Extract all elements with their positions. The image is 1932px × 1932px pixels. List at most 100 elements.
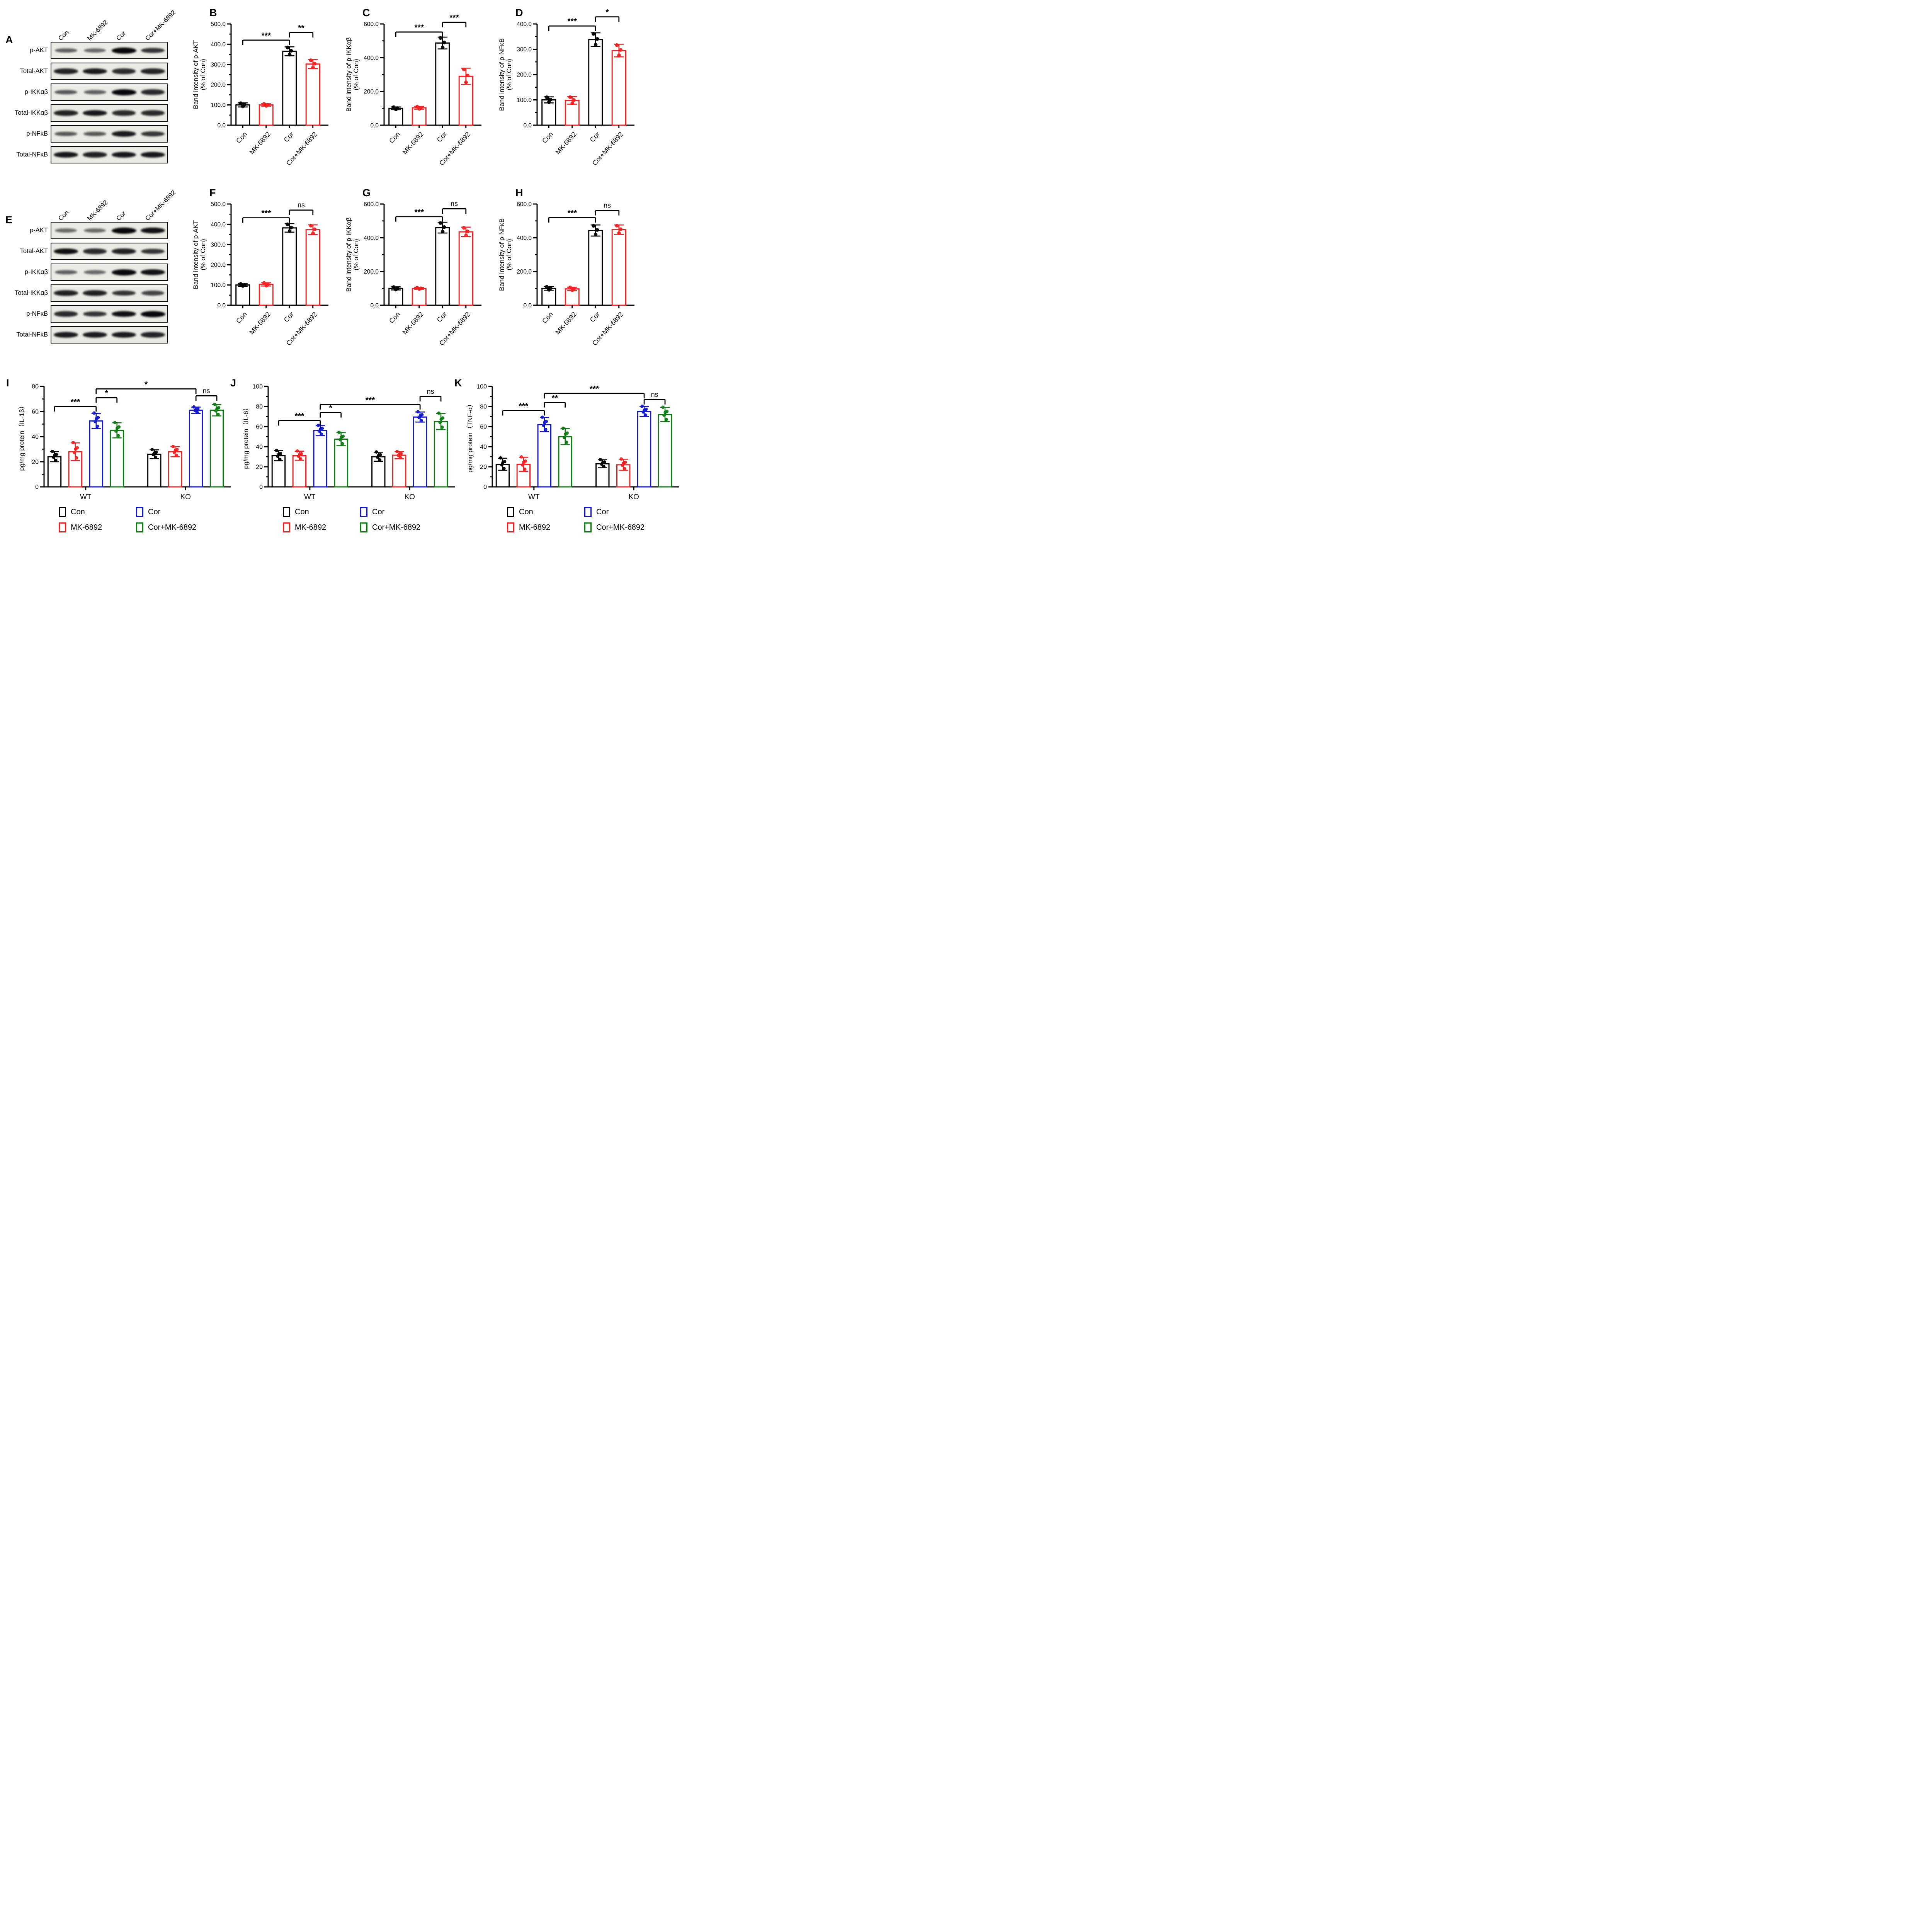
data-point	[570, 288, 574, 292]
data-point	[262, 281, 266, 285]
y-tick-label: 60	[480, 424, 487, 430]
bar	[413, 416, 427, 488]
group-label: KO	[180, 493, 190, 501]
data-point	[275, 449, 278, 452]
blot-image	[51, 264, 168, 281]
sig-label: ns	[604, 202, 611, 209]
y-tick-label: 80	[32, 384, 39, 390]
panel-I: I 0 20 40 60 80 pg/mg protein（IL-1β） WT KO *** * *…	[6, 368, 236, 532]
sig-label: **	[298, 24, 304, 32]
x-category-label: Cor	[282, 310, 295, 323]
legend-swatch	[584, 522, 592, 532]
y-axis-label: pg/mg protein（IL-6）	[242, 404, 250, 469]
data-point	[615, 43, 619, 47]
protein-band	[83, 131, 106, 136]
sig-label: ***	[71, 398, 80, 406]
lane-header: Con	[57, 209, 70, 222]
data-point	[561, 426, 565, 430]
protein-band	[83, 90, 106, 95]
data-point	[337, 430, 341, 434]
group-label: KO	[404, 493, 415, 501]
blot-row: p-NFκB	[5, 125, 179, 143]
blot-image	[51, 42, 168, 59]
protein-band	[112, 290, 136, 296]
data-point	[241, 104, 245, 109]
panel-E: E Con MK-6892 Cor Cor+MK-6892 p-AKT Total-AKT…	[5, 185, 179, 347]
blot-row-label: p-NFκB	[26, 310, 48, 317]
legend-swatch	[360, 507, 367, 517]
data-point	[420, 419, 423, 422]
data-point	[595, 228, 599, 232]
x-category-label: Con	[541, 310, 554, 325]
group-label: KO	[628, 493, 639, 501]
y-tick-label: 200.0	[211, 82, 226, 88]
blot-row-label: p-NFκB	[26, 130, 48, 137]
panel-letter-C: C	[362, 7, 370, 19]
blot-row-label: Total-IKKαβ	[15, 109, 48, 116]
protein-band	[83, 248, 107, 254]
protein-band	[54, 131, 77, 136]
sig-label: *	[329, 404, 333, 413]
data-point	[311, 231, 315, 235]
lane-header: Cor	[115, 29, 127, 42]
data-point	[153, 451, 156, 455]
data-point	[547, 100, 551, 104]
y-tick-label: 200.0	[517, 72, 532, 78]
data-point	[215, 407, 219, 410]
sig-label: ns	[451, 200, 458, 207]
blot-row: p-IKKαβ	[5, 264, 179, 281]
blot-image	[51, 326, 168, 344]
legend-I: Con Cor MK-6892 Cor+MK-6892	[59, 507, 236, 532]
protein-band	[111, 269, 136, 276]
data-point	[570, 101, 574, 105]
data-point	[466, 230, 469, 233]
legend-label: Cor+MK-6892	[372, 523, 421, 532]
data-point	[464, 233, 468, 238]
panel-letter-I: I	[6, 377, 9, 389]
panel-letter-G: G	[362, 187, 371, 199]
data-point	[601, 461, 605, 464]
data-point	[417, 287, 421, 291]
blot-row-label: p-IKKαβ	[24, 88, 48, 95]
protein-band	[112, 110, 136, 116]
legend-swatch	[283, 522, 290, 532]
data-point	[622, 461, 626, 465]
sig-label: ***	[366, 396, 375, 405]
data-point	[53, 453, 56, 457]
x-category-label: MK-6892	[554, 310, 578, 336]
lane-header: MK-6892	[86, 199, 109, 222]
data-point	[594, 233, 598, 237]
data-point	[95, 424, 99, 428]
protein-band	[141, 89, 165, 95]
y-tick-label: 60	[32, 409, 39, 415]
data-point	[640, 405, 644, 408]
protein-band	[112, 131, 136, 137]
data-point	[394, 107, 398, 111]
panel-letter-K: K	[454, 377, 462, 389]
x-category-label: MK-6892	[248, 130, 272, 156]
data-point	[623, 467, 626, 471]
bar	[611, 229, 626, 306]
sig-label: *	[605, 8, 609, 17]
blot-row: p-AKT	[5, 222, 179, 239]
lane-header: MK-6892	[86, 19, 109, 42]
legend-label: Cor	[148, 507, 161, 516]
protein-band	[141, 110, 165, 116]
data-point	[462, 226, 466, 230]
bar	[282, 227, 297, 306]
legend-item: Cor	[360, 507, 453, 517]
y-axis-label: (% of Con)	[505, 59, 513, 90]
data-point	[661, 405, 665, 409]
data-point	[394, 287, 398, 292]
data-point	[544, 428, 548, 431]
data-point	[643, 408, 646, 412]
data-point	[340, 442, 344, 446]
data-point	[462, 67, 466, 71]
data-point	[116, 434, 120, 437]
data-point	[71, 440, 75, 444]
y-tick-label: 400.0	[517, 235, 532, 242]
data-point	[644, 413, 647, 417]
panel-letter-F: F	[209, 187, 216, 199]
y-tick-label: 0.0	[370, 122, 379, 129]
